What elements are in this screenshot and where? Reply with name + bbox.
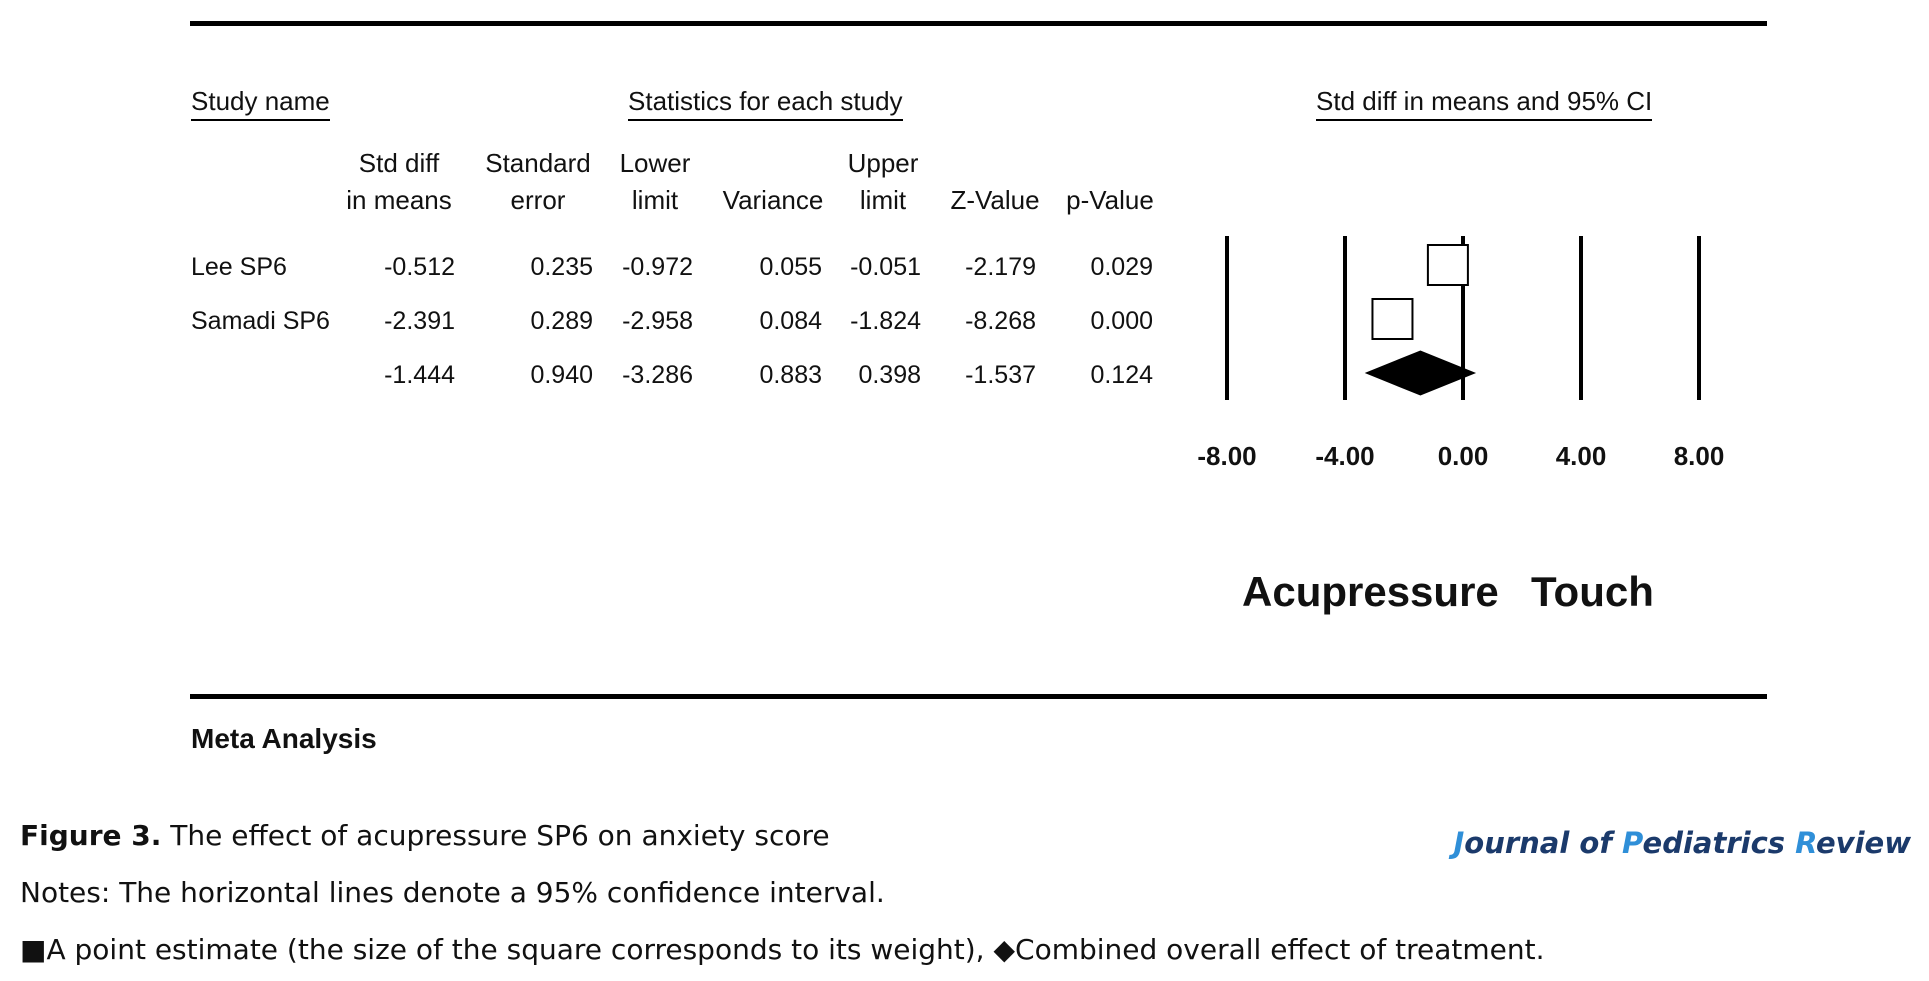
- journal-logo-part: ediatrics: [1642, 826, 1796, 860]
- cell-p-value: 0.000: [1090, 307, 1153, 335]
- cell-variance: 0.055: [759, 253, 822, 281]
- cell-std-diff-summary: -1.444: [384, 361, 455, 389]
- journal-logo-part: R: [1795, 826, 1817, 860]
- forest-plot-svg: [1225, 236, 1701, 400]
- journal-logo-part: eview: [1816, 826, 1911, 860]
- figure-legend: ■A point estimate (the size of the squar…: [20, 933, 1545, 966]
- cell-upper-limit: -1.824: [850, 307, 921, 335]
- figure-notes: Notes: The horizontal lines denote a 95%…: [20, 876, 885, 909]
- statistics-header: Statistics for each study: [628, 86, 903, 121]
- meta-analysis-label: Meta Analysis: [191, 723, 377, 754]
- cell-std-diff: -0.512: [384, 253, 455, 281]
- cell-lower-limit-summary: -3.286: [622, 361, 693, 389]
- summary-diamond: [1364, 350, 1477, 396]
- journal-logo-part: ournal of: [1464, 826, 1623, 860]
- favors-right-label: Touch: [1531, 568, 1654, 615]
- cell-z-value: -2.179: [965, 253, 1036, 281]
- favors-left-label: Acupressure: [1242, 568, 1499, 615]
- col-header-lower-limit: Lower limit: [619, 148, 691, 215]
- cell-std-error: 0.289: [530, 307, 593, 335]
- figure-title: The effect of acupressure SP6 on anxiety…: [161, 819, 830, 852]
- figure-number: Figure 3.: [20, 819, 162, 852]
- col-header-p-value: p-Value: [1066, 185, 1154, 215]
- axis-tick-label: -8.00: [1197, 441, 1257, 471]
- figure-caption: Figure 3. The effect of acupressure SP6 …: [20, 819, 830, 852]
- axis-tick-label: -4.00: [1315, 441, 1375, 471]
- cell-upper-limit: -0.051: [850, 253, 921, 281]
- forest-plot: [1160, 220, 1760, 480]
- col-header-std-diff: Std diff in means: [346, 148, 452, 215]
- col-header-z-value: Z-Value: [950, 185, 1040, 215]
- cell-z-value: -8.268: [965, 307, 1036, 335]
- col-header-standard-error: Standard error: [485, 148, 591, 215]
- study-name-lee: Lee SP6: [191, 253, 287, 281]
- cell-p-value: 0.029: [1090, 253, 1153, 281]
- cell-std-error-summary: 0.940: [530, 361, 593, 389]
- bottom-rule: [190, 694, 1767, 699]
- axis-tick-label: 0.00: [1437, 441, 1489, 471]
- study-name-samadi: Samadi SP6: [191, 307, 330, 335]
- cell-lower-limit: -0.972: [622, 253, 693, 281]
- journal-logo-part: P: [1622, 826, 1643, 860]
- cell-p-value-summary: 0.124: [1090, 361, 1153, 389]
- col-header-variance: Variance: [722, 185, 824, 215]
- cell-lower-limit: -2.958: [622, 307, 693, 335]
- cell-std-diff: -2.391: [384, 307, 455, 335]
- point-estimate-square: [1371, 298, 1414, 340]
- cell-z-value-summary: -1.537: [965, 361, 1036, 389]
- axis-tick-label: 8.00: [1673, 441, 1725, 471]
- cell-upper-limit-summary: 0.398: [858, 361, 921, 389]
- point-estimate-square: [1426, 244, 1469, 286]
- cell-std-error: 0.235: [530, 253, 593, 281]
- ci-header: Std diff in means and 95% CI: [1316, 86, 1653, 121]
- cell-variance-summary: 0.883: [759, 361, 822, 389]
- journal-logo-part: J: [1453, 826, 1465, 860]
- axis-tick-label: 4.00: [1555, 441, 1607, 471]
- journal-logo: Journal of Pediatrics Review: [1453, 826, 1911, 860]
- cell-variance: 0.084: [759, 307, 822, 335]
- col-header-upper-limit: Upper limit: [847, 148, 919, 215]
- study-name-header: Study name: [191, 86, 330, 121]
- top-rule: [190, 21, 1767, 26]
